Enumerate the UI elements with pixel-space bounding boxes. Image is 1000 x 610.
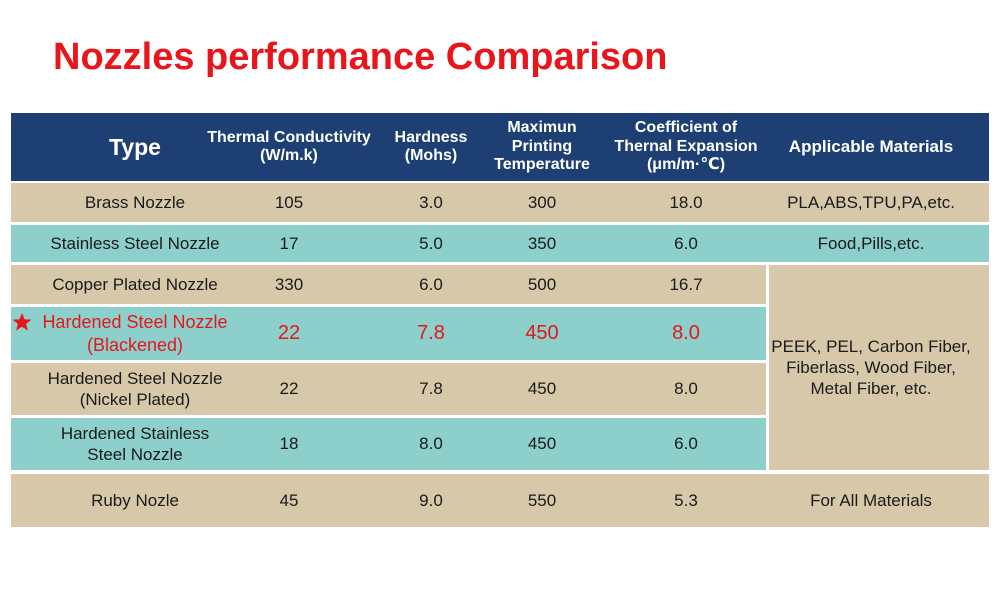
row-bg [11,474,989,527]
header-cell: Hardness (Mohs) [394,128,468,164]
row-bg [11,265,766,304]
type-cell: Hardened Stainless Steel Nozzle [60,423,210,464]
header-cell: Type [109,133,161,160]
value-cell: 6.0 [674,233,698,253]
header-cell: Coefficient of Thernal Expansion (μm/m·℃… [614,119,758,174]
value-cell: 550 [527,490,557,510]
type-cell: Ruby Nozle [91,490,179,510]
materials-cell: Food,Pills,etc. [817,233,925,253]
header-cell: Thermal Conductivity (W/m.k) [207,128,371,164]
value-cell: 16.7 [669,274,703,294]
materials-cell: PLA,ABS,TPU,PA,etc. [787,192,955,212]
type-cell: Copper Plated Nozzle [52,274,218,294]
row-bg [11,418,766,470]
value-cell: 6.0 [419,274,443,294]
star [12,313,32,331]
value-cell: 500 [527,274,557,294]
row-bg [11,225,989,262]
header-cell: Maximun Printing Temperature [494,119,590,174]
value-cell: 330 [274,274,304,294]
type-cell: Hardened Steel Nozzle (Blackened) [42,312,228,355]
value-cell: 7.8 [417,322,445,344]
value-cell: 22 [279,379,299,399]
header-cell: Applicable Materials [788,137,954,157]
value-cell: 8.0 [419,434,443,454]
value-cell: 450 [527,379,557,399]
value-cell: 9.0 [419,490,443,510]
value-cell: 300 [527,192,557,212]
value-cell: 8.0 [672,322,700,344]
value-cell: 6.0 [674,434,698,454]
row-bg [11,307,766,360]
value-cell: 3.0 [419,192,443,212]
page-title: Nozzles performance Comparison [53,36,668,78]
value-cell: 450 [525,322,559,344]
value-cell: 17 [279,233,299,253]
value-cell: 45 [279,490,299,510]
row-bg [11,183,989,222]
value-cell: 7.8 [419,379,443,399]
row-bg [11,363,766,415]
type-cell: Hardened Steel Nozzle (Nickel Plated) [47,368,223,409]
merged-bg [769,265,989,470]
value-cell: 18 [279,434,299,454]
value-cell: 450 [527,434,557,454]
value-cell: 5.3 [674,490,698,510]
value-cell: 8.0 [674,379,698,399]
value-cell: 22 [277,322,301,344]
materials-cell: For All Materials [810,490,932,510]
value-cell: 105 [274,192,304,212]
value-cell: 350 [527,233,557,253]
value-cell: 18.0 [669,192,703,212]
materials-cell: PEEK, PEL, Carbon Fiber, Fiberlass, Wood… [771,336,971,399]
value-cell: 5.0 [419,233,443,253]
header-bg [11,113,989,181]
type-cell: Stainless Steel Nozzle [50,233,220,253]
type-cell: Brass Nozzle [84,192,186,212]
star-icon [12,313,32,331]
